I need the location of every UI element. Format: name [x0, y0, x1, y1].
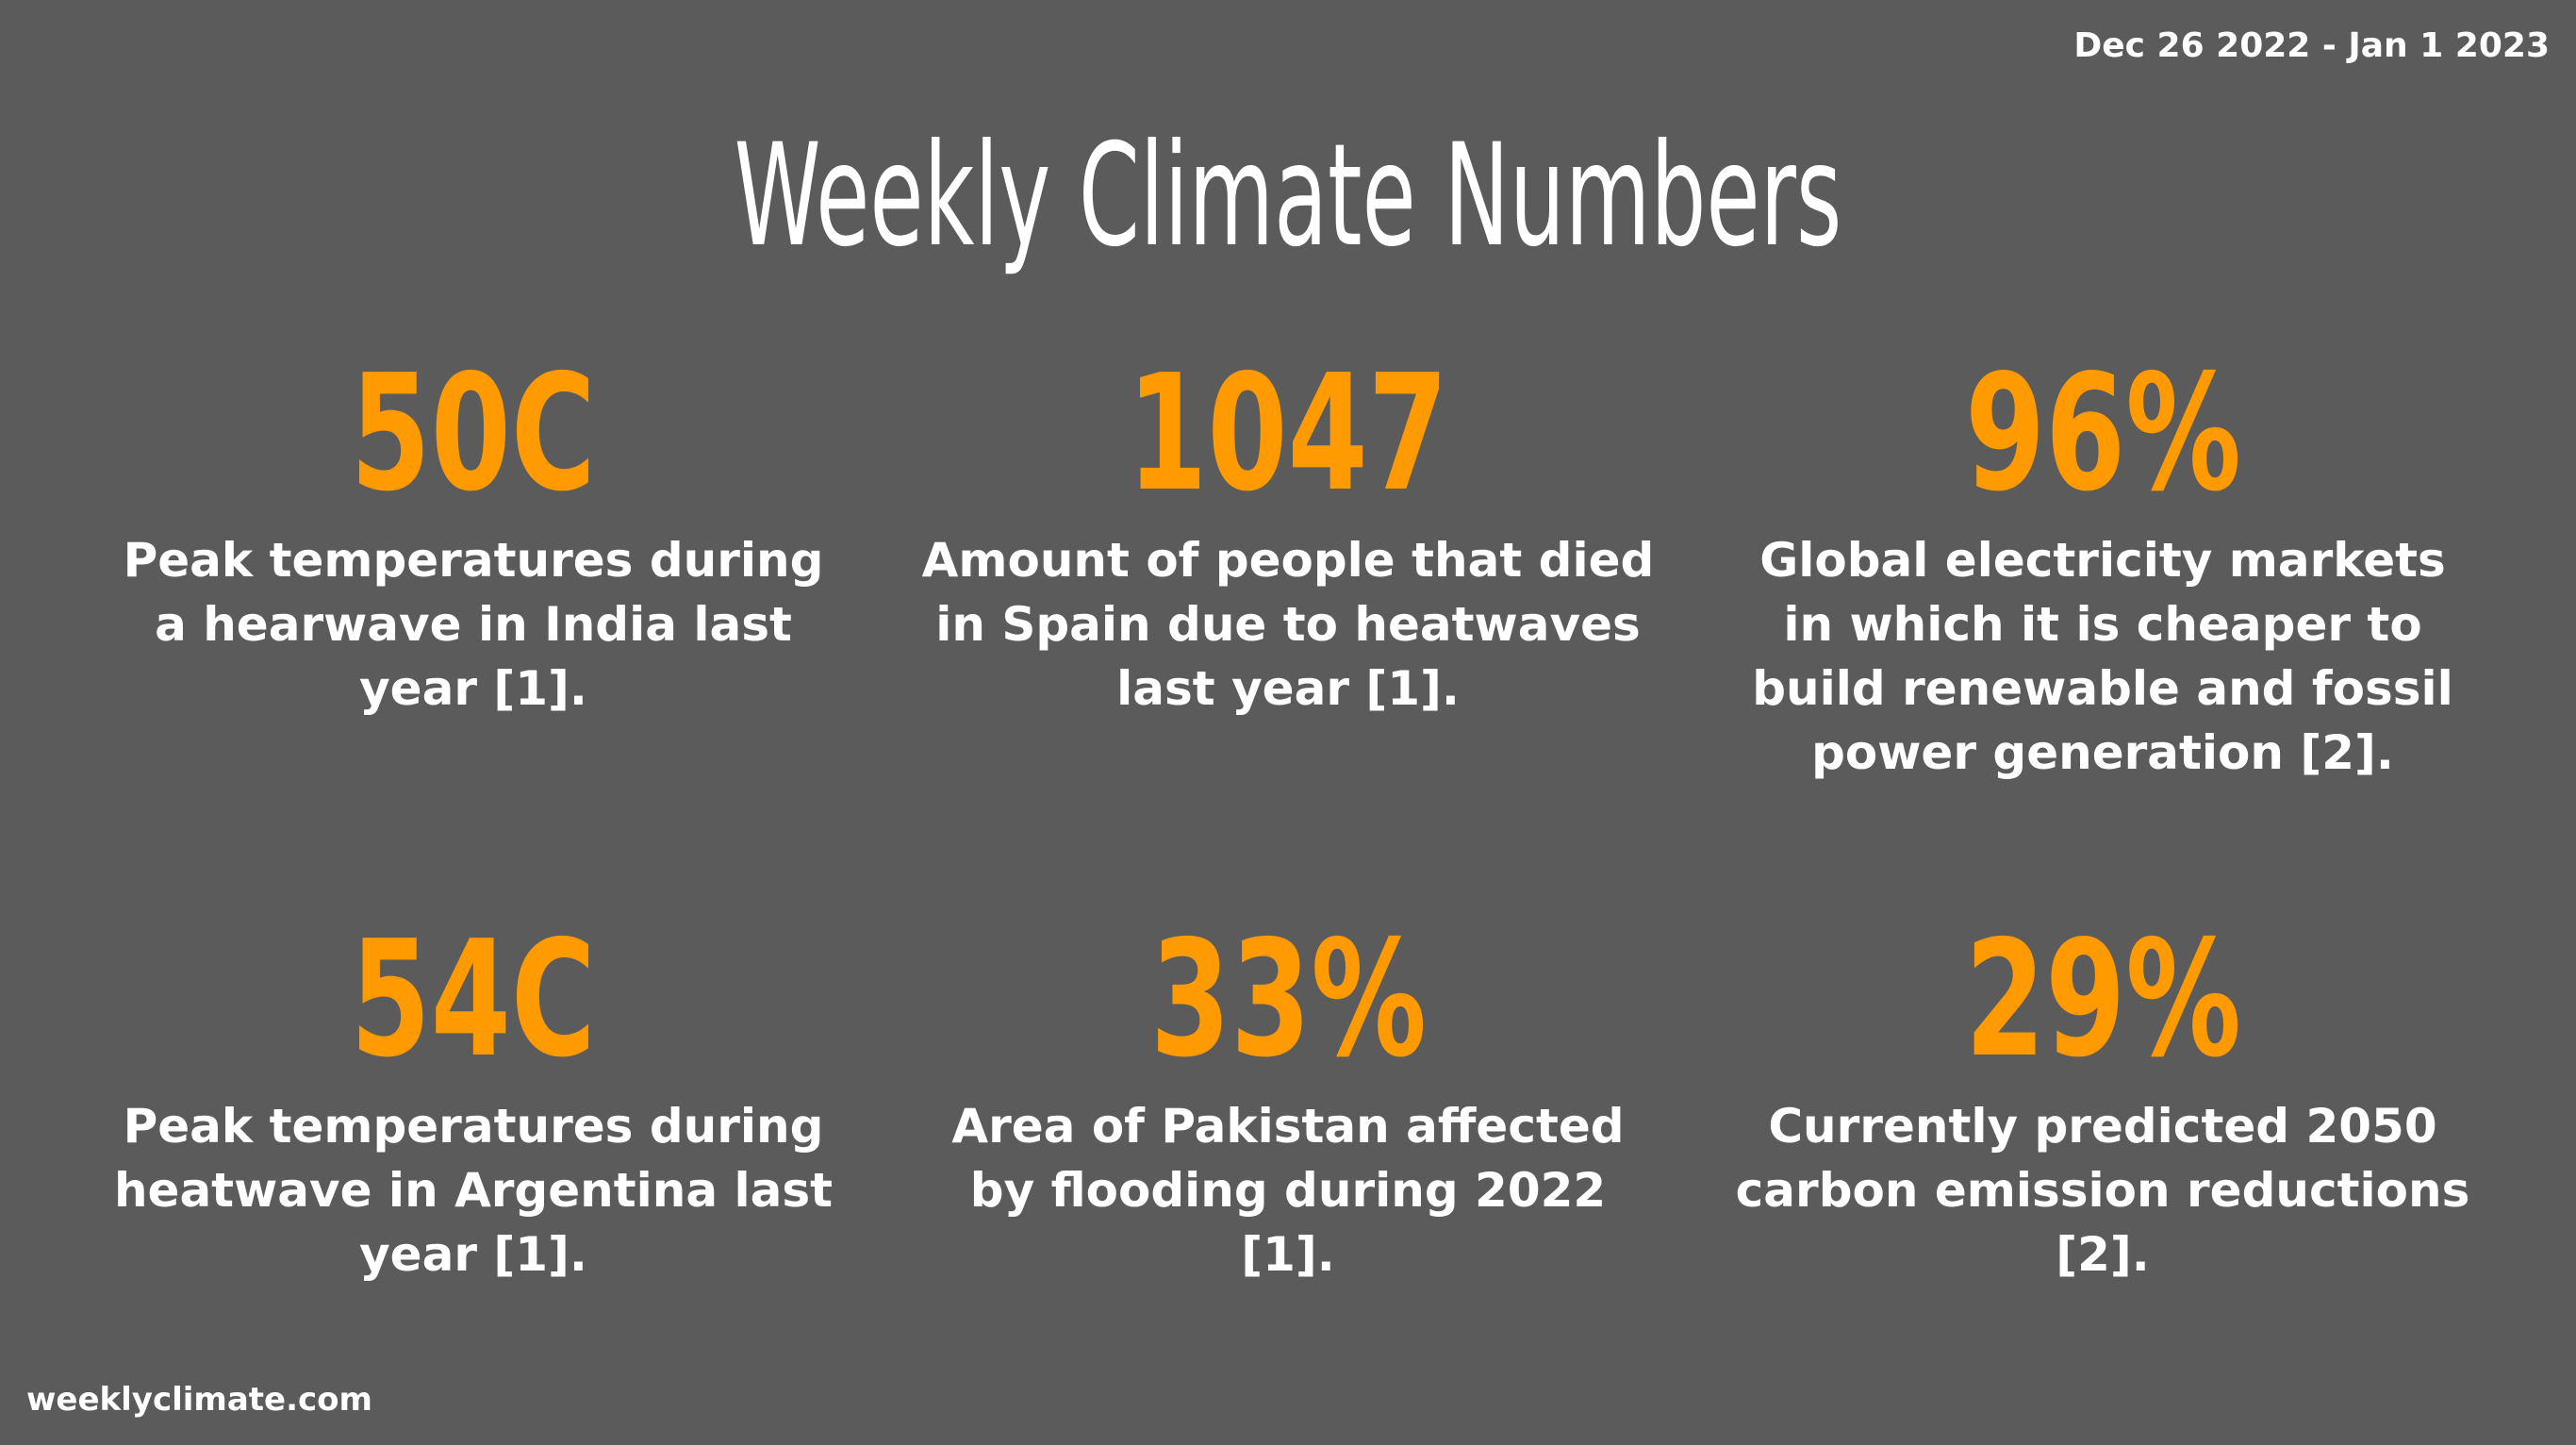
stat-card-pakistan-flooding: 33% Area of Pakistan affected by floodin… [900, 915, 1676, 1443]
stat-card-spain-deaths: 1047 Amount of people that died in Spain… [900, 349, 1676, 915]
stat-value: 50C [350, 340, 597, 527]
stat-card-emission-reductions: 29% Currently predicted 2050 carbon emis… [1714, 915, 2491, 1443]
stat-description: Currently predicted 2050 carbon emission… [1735, 1099, 2470, 1282]
stat-value: 29% [1964, 906, 2241, 1093]
page-title: Weekly Climate Numbers [734, 114, 1842, 278]
stat-value: 1047 [1127, 340, 1449, 527]
stat-value: 96% [1964, 340, 2241, 527]
stat-value: 54C [350, 906, 597, 1093]
stats-grid: 50C Peak temperatures during a hearwave … [85, 349, 2491, 1443]
stat-description: Global electricity markets in which it i… [1752, 533, 2453, 780]
stat-value: 33% [1149, 906, 1427, 1093]
stat-card-electricity-markets: 96% Global electricity markets in which … [1714, 349, 2491, 915]
stat-description: Peak temperatures during heatwave in Arg… [113, 1099, 834, 1282]
stat-description: Peak temperatures during a hearwave in I… [123, 533, 824, 716]
date-range: Dec 26 2022 - Jan 1 2023 [2073, 26, 2550, 65]
footer-site-link[interactable]: weeklyclimate.com [26, 1381, 372, 1419]
stat-description: Area of Pakistan affected by flooding du… [951, 1099, 1625, 1282]
stat-card-argentina-temperature: 54C Peak temperatures during heatwave in… [85, 915, 862, 1443]
stat-card-india-temperature: 50C Peak temperatures during a hearwave … [85, 349, 862, 915]
stat-description: Amount of people that died in Spain due … [921, 533, 1655, 716]
